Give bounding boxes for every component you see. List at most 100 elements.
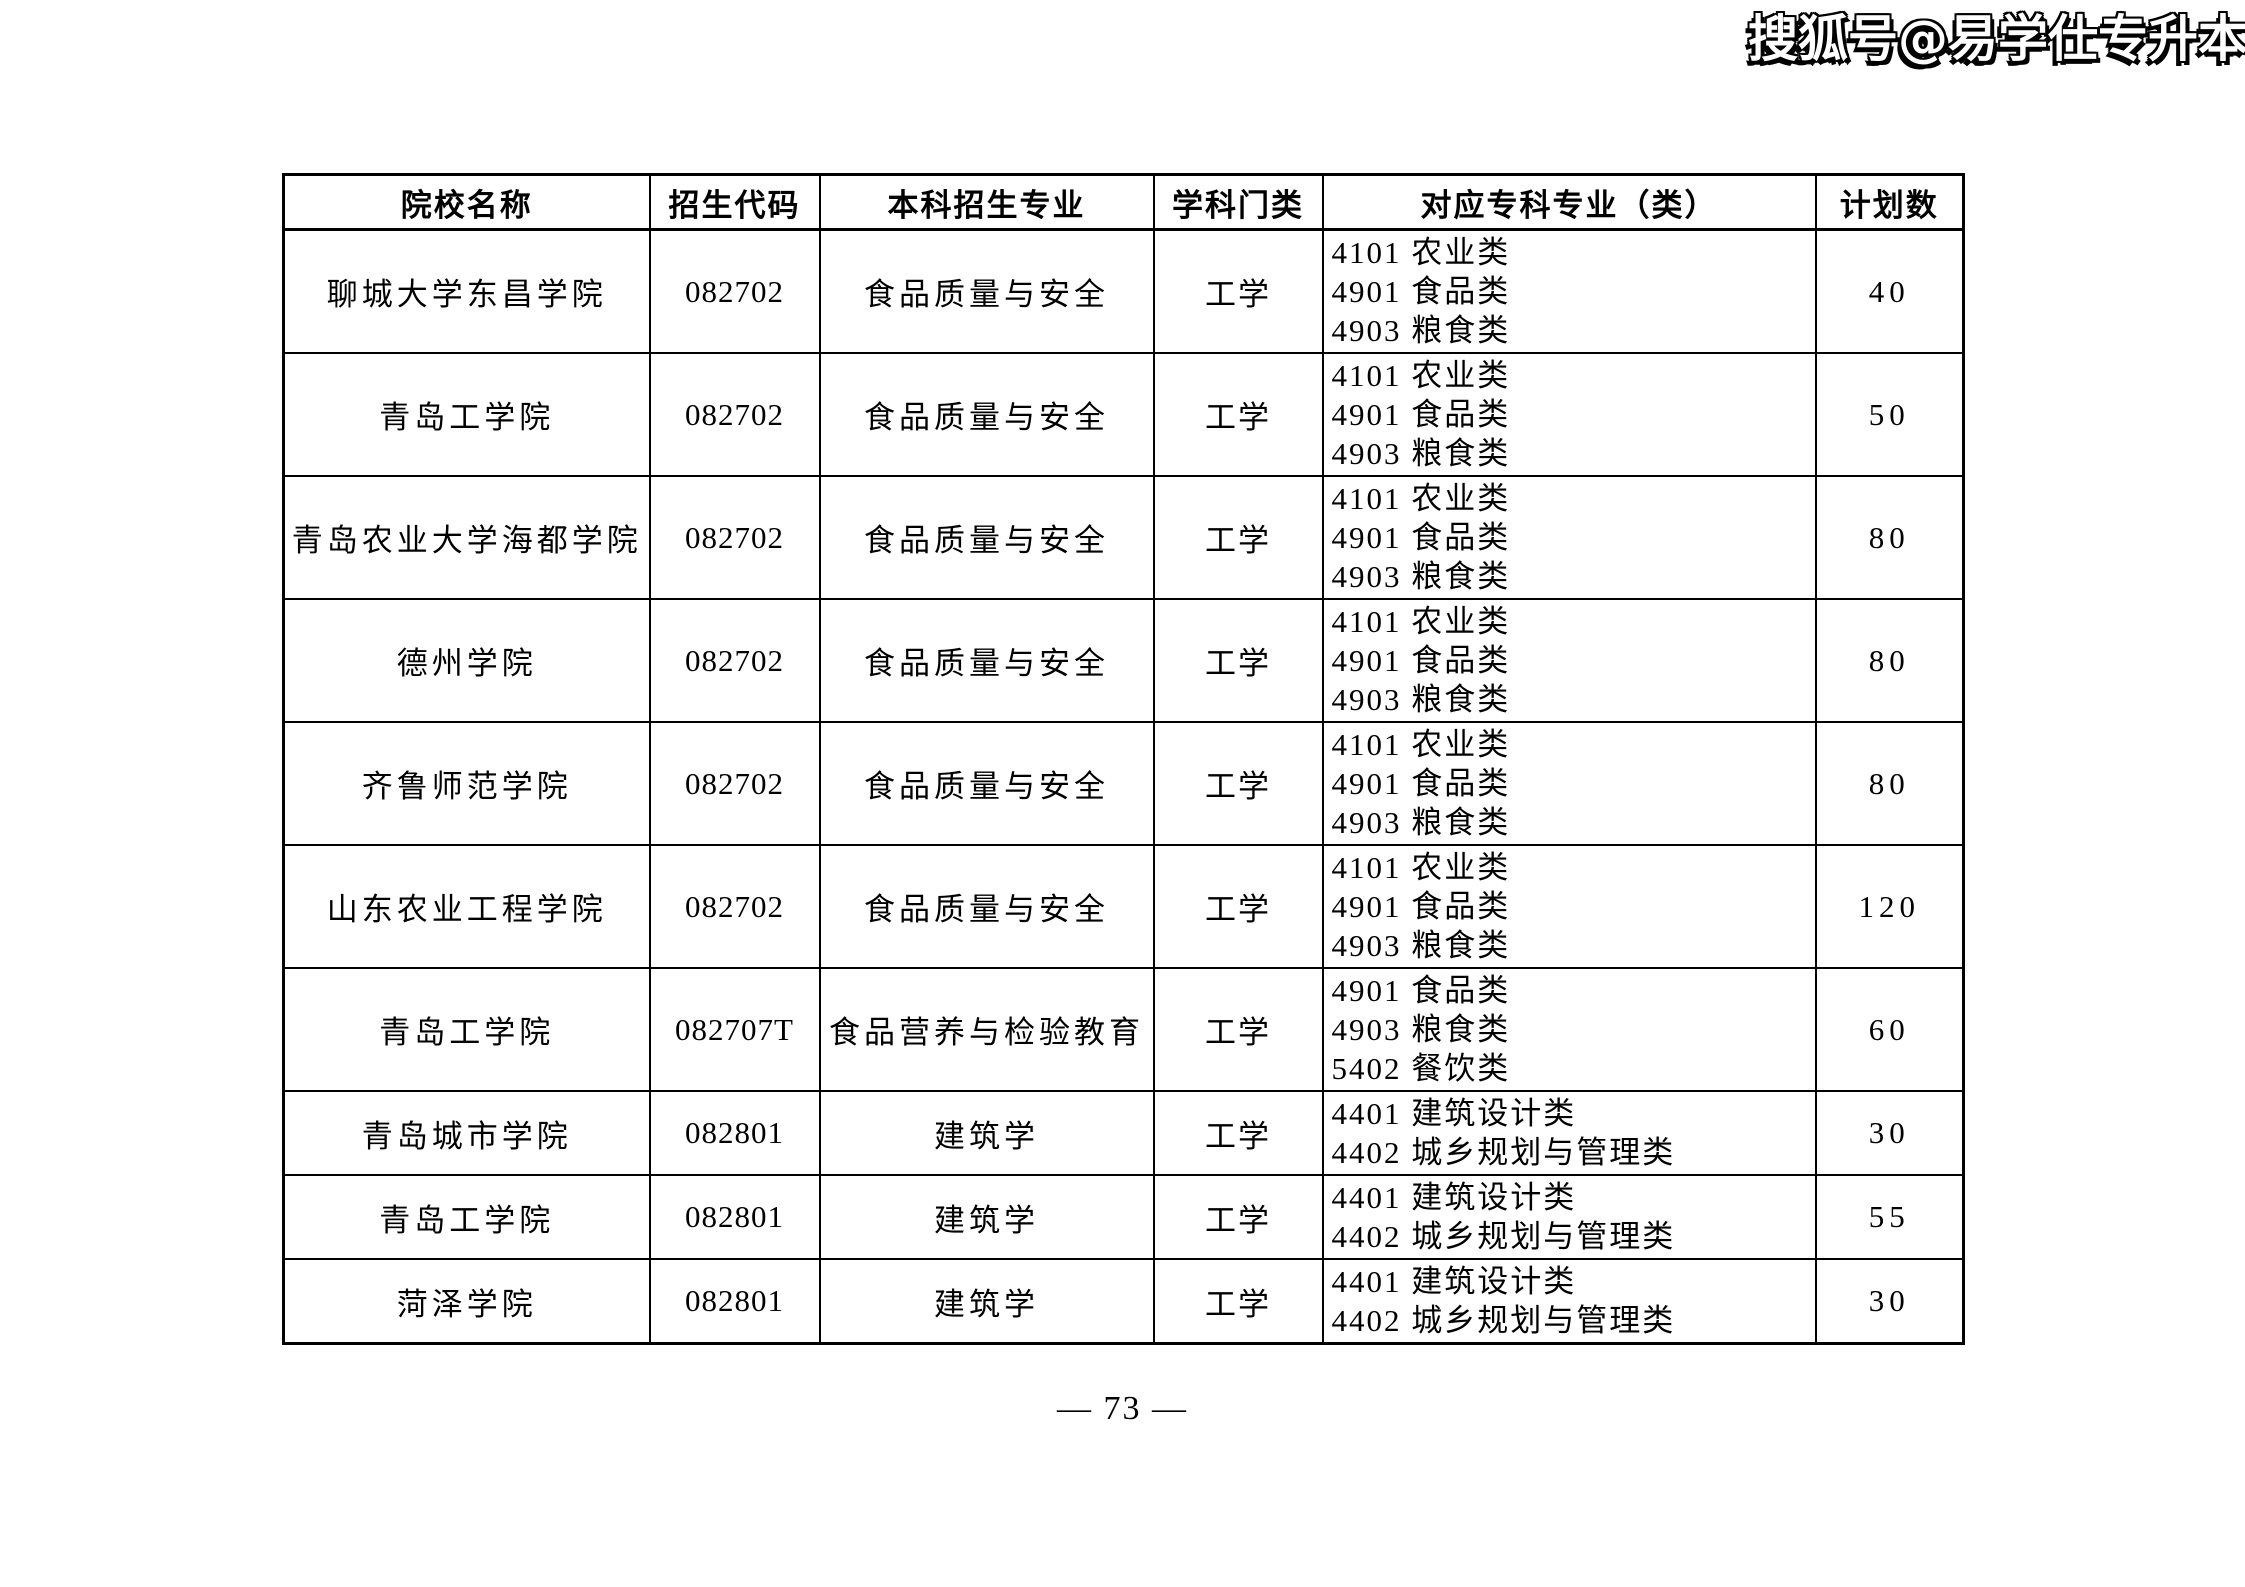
header-discipline-category: 学科门类 xyxy=(1152,173,1324,231)
sub-major-line: 4101 农业类 xyxy=(1331,481,1511,516)
header-bachelor-major: 本科招生专业 xyxy=(818,173,1155,231)
sub-major-line: 4101 农业类 xyxy=(1331,604,1511,639)
sub-major-line: 4903 粮食类 xyxy=(1331,1012,1511,1047)
admission-code-cell: 082801 xyxy=(648,1258,821,1345)
sub-major-line: 4903 粮食类 xyxy=(1331,682,1511,717)
bachelor-major-cell: 食品质量与安全 xyxy=(818,352,1155,477)
corresponding-majors-cell: 4401 建筑设计类 4402 城乡规划与管理类 xyxy=(1321,1258,1817,1345)
discipline-category-cell: 工学 xyxy=(1152,844,1324,969)
school-name-cell: 青岛工学院 xyxy=(282,1174,651,1260)
sub-major-line: 4903 粮食类 xyxy=(1331,805,1511,840)
discipline-category-cell: 工学 xyxy=(1152,475,1324,600)
sub-major-line: 4901 食品类 xyxy=(1331,274,1511,309)
sub-major-line: 4402 城乡规划与管理类 xyxy=(1331,1135,1676,1170)
discipline-category-cell: 工学 xyxy=(1152,228,1324,354)
discipline-category-cell: 工学 xyxy=(1152,721,1324,846)
sub-major-line: 4401 建筑设计类 xyxy=(1331,1096,1577,1131)
admission-code-cell: 082702 xyxy=(648,721,821,846)
admission-code-cell: 082702 xyxy=(648,228,821,354)
bachelor-major-cell: 食品质量与安全 xyxy=(818,598,1155,723)
sub-major-line: 4101 农业类 xyxy=(1331,727,1511,762)
table-row: 聊城大学东昌学院 082702 食品质量与安全 工学 4101 农业类 4901 … xyxy=(282,228,1965,354)
header-admission-code: 招生代码 xyxy=(648,173,821,231)
corresponding-majors-cell: 4101 农业类 4901 食品类 4903 粮食类 xyxy=(1321,228,1817,354)
sub-major-line: 4402 城乡规划与管理类 xyxy=(1331,1303,1676,1338)
plan-count-cell: 55 xyxy=(1814,1174,1965,1260)
discipline-category-cell: 工学 xyxy=(1152,967,1324,1092)
school-name-cell: 青岛农业大学海都学院 xyxy=(282,475,651,600)
table-row: 青岛工学院 082702 食品质量与安全 工学 4101 农业类 4901 食品类… xyxy=(282,352,1965,477)
school-name-cell: 青岛工学院 xyxy=(282,967,651,1092)
table-row: 青岛工学院 082801 建筑学 工学 4401 建筑设计类 4402 城乡规划与… xyxy=(282,1174,1965,1260)
plan-count-cell: 30 xyxy=(1814,1090,1965,1176)
admission-code-cell: 082702 xyxy=(648,598,821,723)
admission-code-cell: 082702 xyxy=(648,844,821,969)
table-row: 菏泽学院 082801 建筑学 工学 4401 建筑设计类 4402 城乡规划与管… xyxy=(282,1258,1965,1345)
admission-code-cell: 082801 xyxy=(648,1090,821,1176)
admission-code-cell: 082801 xyxy=(648,1174,821,1260)
bachelor-major-cell: 食品质量与安全 xyxy=(818,228,1155,354)
table-row: 德州学院 082702 食品质量与安全 工学 4101 农业类 4901 食品类 4… xyxy=(282,598,1965,723)
school-name-cell: 聊城大学东昌学院 xyxy=(282,228,651,354)
watermark-text: 搜狐号@易学仕专升本 xyxy=(1748,10,2245,68)
sub-major-line: 4903 粮食类 xyxy=(1331,928,1511,963)
discipline-category-cell: 工学 xyxy=(1152,1174,1324,1260)
school-name-cell: 菏泽学院 xyxy=(282,1258,651,1345)
sub-major-line: 4901 食品类 xyxy=(1331,973,1511,1008)
bachelor-major-cell: 建筑学 xyxy=(818,1258,1155,1345)
corresponding-majors-cell: 4101 农业类 4901 食品类 4903 粮食类 xyxy=(1321,721,1817,846)
sub-major-line: 4101 农业类 xyxy=(1331,850,1511,885)
corresponding-majors-cell: 4101 农业类 4901 食品类 4903 粮食类 xyxy=(1321,352,1817,477)
school-name-cell: 德州学院 xyxy=(282,598,651,723)
plan-count-cell: 80 xyxy=(1814,598,1965,723)
sub-major-line: 4901 食品类 xyxy=(1331,889,1511,924)
school-name-cell: 青岛工学院 xyxy=(282,352,651,477)
discipline-category-cell: 工学 xyxy=(1152,1258,1324,1345)
bachelor-major-cell: 食品营养与检验教育 xyxy=(818,967,1155,1092)
table-row: 青岛农业大学海都学院 082702 食品质量与安全 工学 4101 农业类 490… xyxy=(282,475,1965,600)
sub-major-line: 4401 建筑设计类 xyxy=(1331,1180,1577,1215)
page-number: — 73 — xyxy=(1057,1390,1188,1427)
table-row: 青岛工学院 082707T 食品营养与检验教育 工学 4901 食品类 4903 … xyxy=(282,967,1965,1092)
bachelor-major-cell: 建筑学 xyxy=(818,1090,1155,1176)
sub-major-line: 4101 农业类 xyxy=(1331,358,1511,393)
header-plan-count: 计划数 xyxy=(1814,173,1965,231)
plan-count-cell: 120 xyxy=(1814,844,1965,969)
discipline-category-cell: 工学 xyxy=(1152,598,1324,723)
plan-count-cell: 60 xyxy=(1814,967,1965,1092)
corresponding-majors-cell: 4101 农业类 4901 食品类 4903 粮食类 xyxy=(1321,475,1817,600)
table-row: 青岛城市学院 082801 建筑学 工学 4401 建筑设计类 4402 城乡规划… xyxy=(282,1090,1965,1176)
sub-major-line: 5402 餐饮类 xyxy=(1331,1051,1511,1086)
corresponding-majors-cell: 4901 食品类 4903 粮食类 5402 餐饮类 xyxy=(1321,967,1817,1092)
plan-count-cell: 40 xyxy=(1814,228,1965,354)
sub-major-line: 4101 农业类 xyxy=(1331,235,1511,270)
sub-major-line: 4903 粮食类 xyxy=(1331,436,1511,471)
sub-major-line: 4903 粮食类 xyxy=(1331,313,1511,348)
admission-code-cell: 082702 xyxy=(648,475,821,600)
corresponding-majors-cell: 4401 建筑设计类 4402 城乡规划与管理类 xyxy=(1321,1090,1817,1176)
plan-count-cell: 50 xyxy=(1814,352,1965,477)
school-name-cell: 齐鲁师范学院 xyxy=(282,721,651,846)
corresponding-majors-cell: 4101 农业类 4901 食品类 4903 粮食类 xyxy=(1321,598,1817,723)
discipline-category-cell: 工学 xyxy=(1152,1090,1324,1176)
bachelor-major-cell: 食品质量与安全 xyxy=(818,844,1155,969)
sub-major-line: 4901 食品类 xyxy=(1331,643,1511,678)
sub-major-line: 4901 食品类 xyxy=(1331,397,1511,432)
sub-major-line: 4401 建筑设计类 xyxy=(1331,1264,1577,1299)
bachelor-major-cell: 食品质量与安全 xyxy=(818,475,1155,600)
corresponding-majors-cell: 4401 建筑设计类 4402 城乡规划与管理类 xyxy=(1321,1174,1817,1260)
header-corresponding-majors: 对应专科专业（类） xyxy=(1321,173,1817,231)
plan-count-cell: 30 xyxy=(1814,1258,1965,1345)
admission-code-cell: 082707T xyxy=(648,967,821,1092)
admission-code-cell: 082702 xyxy=(648,352,821,477)
bachelor-major-cell: 建筑学 xyxy=(818,1174,1155,1260)
header-school-name: 院校名称 xyxy=(282,173,651,231)
table-header-row: 院校名称 招生代码 本科招生专业 学科门类 对应专科专业（类） 计划数 xyxy=(282,173,1965,231)
corresponding-majors-cell: 4101 农业类 4901 食品类 4903 粮食类 xyxy=(1321,844,1817,969)
admission-plan-table: 院校名称 招生代码 本科招生专业 学科门类 对应专科专业（类） 计划数 聊城大学… xyxy=(282,173,1965,1345)
plan-count-cell: 80 xyxy=(1814,475,1965,600)
sub-major-line: 4901 食品类 xyxy=(1331,766,1511,801)
school-name-cell: 山东农业工程学院 xyxy=(282,844,651,969)
school-name-cell: 青岛城市学院 xyxy=(282,1090,651,1176)
